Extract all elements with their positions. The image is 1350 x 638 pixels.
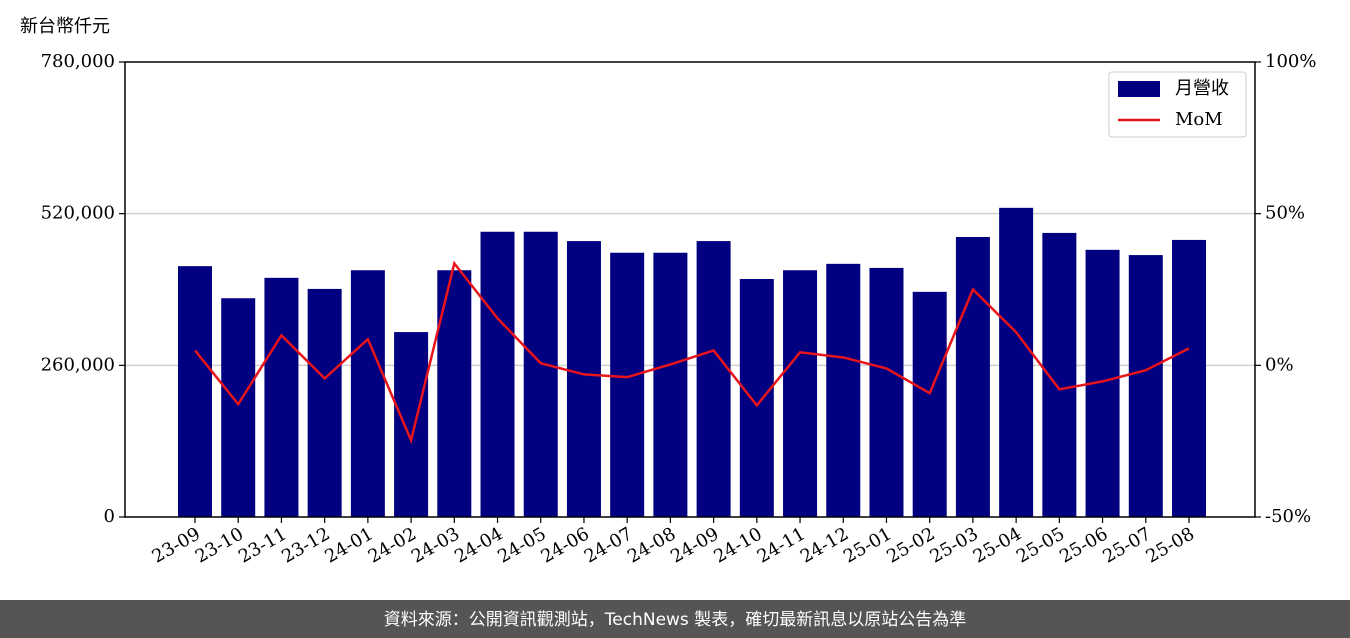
x-tick-label: 25-05 xyxy=(1013,523,1068,567)
x-tick-label: 25-03 xyxy=(926,523,981,567)
x-tick-label: 24-01 xyxy=(321,523,376,567)
x-tick-label: 24-03 xyxy=(408,523,463,567)
x-tick-label: 24-09 xyxy=(667,523,722,567)
x-tick-label: 23-10 xyxy=(192,523,247,567)
y2-tick-label: -50% xyxy=(1265,506,1311,527)
footer: 資料來源：公開資訊觀測站，TechNews 製表，確切最新訊息以原站公告為準 xyxy=(384,610,966,630)
bar xyxy=(999,207,1034,518)
bar xyxy=(1128,255,1163,518)
bar xyxy=(783,270,818,517)
y2-tick-label: 50% xyxy=(1265,203,1305,224)
x-tick-label: 24-11 xyxy=(754,523,809,567)
bar xyxy=(480,231,515,517)
x-tick-label: 23-09 xyxy=(149,523,204,567)
bar xyxy=(610,252,645,517)
x-tick-label: 25-04 xyxy=(970,523,1025,567)
bar xyxy=(912,291,947,517)
bar xyxy=(523,231,558,517)
x-tick-label: 25-01 xyxy=(840,523,895,567)
x-tick-label: 23-12 xyxy=(278,523,333,567)
x-tick-label: 24-05 xyxy=(494,523,549,567)
bar xyxy=(264,277,299,517)
x-tick-label: 25-02 xyxy=(883,523,938,567)
y-tick-label: 520,000 xyxy=(41,203,115,224)
y-axis-label: 新台幣仟元 xyxy=(20,16,110,37)
bar xyxy=(869,267,904,517)
y-tick-label: 780,000 xyxy=(41,51,115,72)
bar xyxy=(394,332,429,517)
plot-frame xyxy=(124,61,1256,518)
bar xyxy=(178,266,212,517)
legend-swatch xyxy=(1118,81,1160,97)
bar xyxy=(739,279,774,517)
x-tick-label: 25-08 xyxy=(1143,523,1198,567)
x-tick-label: 24-02 xyxy=(365,523,420,567)
bar xyxy=(696,241,731,518)
bar xyxy=(566,241,601,518)
legend-label: MoM xyxy=(1175,109,1223,130)
x-tick-label: 24-08 xyxy=(624,523,679,567)
bar xyxy=(826,263,861,517)
x-tick-label: 24-04 xyxy=(451,523,506,567)
y-tick-label: 0 xyxy=(104,506,115,527)
y-tick-label: 260,000 xyxy=(41,354,115,375)
x-tick-label: 25-06 xyxy=(1056,523,1111,567)
x-tick-label: 24-10 xyxy=(710,523,765,567)
x-tick-label: 25-07 xyxy=(1099,523,1154,567)
footer-bar xyxy=(0,600,1350,638)
legend: 月營收 MoM xyxy=(1108,71,1247,138)
x-tick-label: 23-11 xyxy=(235,523,290,567)
y2-tick-label: 0% xyxy=(1265,354,1294,375)
bar xyxy=(955,237,990,517)
x-tick-label: 24-07 xyxy=(581,523,636,567)
bar xyxy=(350,270,385,517)
line xyxy=(194,260,1190,445)
bar xyxy=(307,288,342,517)
legend-label: 月營收 xyxy=(1175,78,1229,99)
x-tick-label: 24-06 xyxy=(538,523,593,567)
bar xyxy=(221,298,256,517)
y2-tick-label: 100% xyxy=(1265,51,1316,72)
x-tick-label: 24-12 xyxy=(797,523,852,567)
bar xyxy=(1172,239,1206,517)
bar xyxy=(653,252,688,517)
